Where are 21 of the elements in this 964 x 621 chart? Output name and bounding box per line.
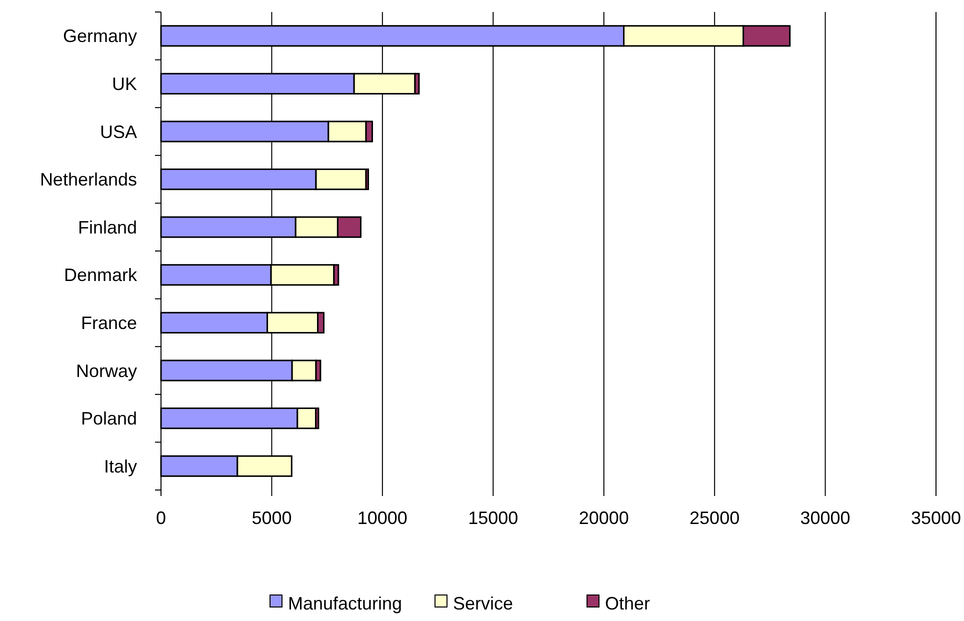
x-tick-label: 30000	[800, 508, 850, 528]
y-tick-label: USA	[100, 122, 137, 142]
y-tick-label: Finland	[78, 217, 137, 238]
x-tick-label: 25000	[690, 508, 740, 528]
y-tick-label: Norway	[76, 360, 137, 381]
x-tick-label: 5000	[252, 508, 292, 528]
x-tick-label: 35000	[910, 508, 962, 528]
y-tick-label: Italy	[104, 456, 137, 476]
y-tick-label: France	[80, 313, 137, 333]
x-tick-label: 20000	[578, 508, 629, 528]
x-tick-label: 0	[156, 508, 166, 528]
legend-label: Manufacturing	[288, 593, 402, 614]
y-tick-label: Germany	[62, 26, 137, 46]
legend-label: Service	[453, 593, 514, 614]
y-tick-label: UK	[112, 74, 137, 94]
legend-label: Other	[605, 593, 650, 614]
x-tick-label: 15000	[468, 508, 518, 528]
y-tick-label: Netherlands	[40, 170, 137, 190]
y-tick-label: Poland	[80, 408, 137, 429]
x-tick-label: 10000	[357, 508, 408, 528]
y-tick-label: Denmark	[64, 265, 138, 286]
